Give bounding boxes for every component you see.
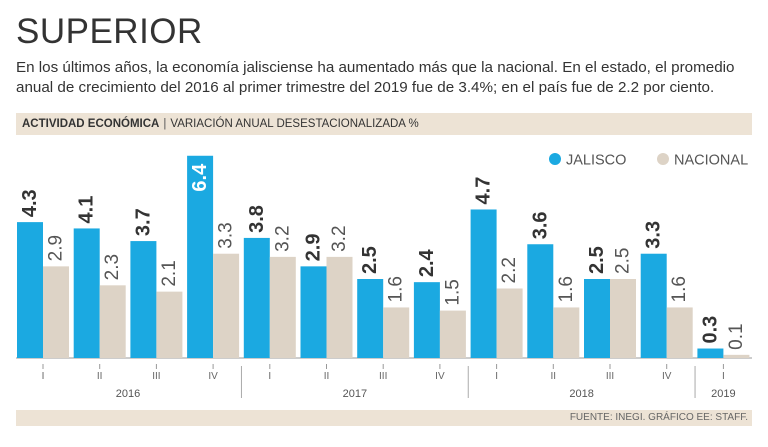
- bar-nacional: [496, 288, 523, 358]
- data-label-nacional: 3.2: [272, 225, 293, 251]
- legend-jalisco-label: JALISCO: [566, 153, 626, 169]
- year-label: 2018: [569, 388, 593, 400]
- bar-nacional: [43, 266, 69, 358]
- data-label-nacional: 2.5: [613, 248, 634, 274]
- chart-header-separator: |: [163, 118, 167, 130]
- page-subtitle: En los últimos años, la economía jalisci…: [16, 59, 735, 96]
- data-label-nacional: 1.6: [556, 276, 577, 302]
- x-tick-label: I: [722, 371, 725, 382]
- x-tick-label: II: [97, 371, 103, 382]
- bar-jalisco: [130, 241, 157, 358]
- x-tick-label: I: [495, 371, 498, 382]
- bar-nacional: [439, 310, 466, 358]
- data-label-nacional: 2.3: [102, 254, 123, 280]
- bar-jalisco: [243, 237, 270, 358]
- bar-nacional: [553, 307, 580, 358]
- chart-header-title: ACTIVIDAD ECONÓMICA: [22, 118, 160, 130]
- data-label-nacional: 2.1: [159, 260, 180, 286]
- x-tick-label: IV: [435, 371, 445, 382]
- source-note: FUENTE: INEGI. GRÁFICO EE: STAFF.: [569, 412, 748, 423]
- bar-nacional: [269, 256, 296, 358]
- data-label-jalisco: 2.4: [416, 248, 438, 277]
- year-label: 2019: [711, 388, 735, 400]
- x-tick-label: II: [551, 371, 557, 382]
- data-label-jalisco: 3.6: [529, 211, 551, 239]
- page-title: SUPERIOR: [16, 12, 203, 51]
- data-label-jalisco: 4.7: [473, 177, 495, 205]
- data-label-jalisco: 0.3: [699, 316, 721, 344]
- chart-header-unit: VARIACIÓN ANUAL DESESTACIONALIZADA %: [170, 118, 419, 130]
- bar-nacional: [326, 256, 353, 358]
- bar-nacional: [610, 279, 636, 358]
- bar-jalisco: [300, 266, 327, 358]
- data-label-jalisco: 6.4: [189, 163, 211, 192]
- year-label: 2016: [116, 388, 140, 400]
- data-label-nacional: 2.2: [499, 257, 520, 283]
- footer-band: FUENTE: INEGI. GRÁFICO EE: STAFF.: [16, 410, 752, 426]
- x-tick-label: IV: [662, 371, 672, 382]
- data-label-jalisco: 3.7: [132, 208, 154, 236]
- data-label-jalisco: 4.1: [76, 196, 98, 224]
- data-label-nacional: 3.2: [329, 225, 350, 251]
- legend-jalisco-marker: [549, 153, 561, 165]
- bar-nacional: [213, 253, 240, 358]
- data-label-jalisco: 2.9: [303, 234, 325, 262]
- bar-jalisco: [697, 348, 724, 358]
- x-tick-label: III: [606, 371, 614, 382]
- bar-nacional: [666, 307, 693, 358]
- bar-nacional: [383, 307, 410, 358]
- data-label-nacional: 0.1: [726, 323, 747, 349]
- legend-nacional-label: NACIONAL: [674, 153, 748, 169]
- x-tick-label: IV: [208, 371, 218, 382]
- x-tick-label: II: [324, 371, 330, 382]
- data-label-nacional: 2.9: [46, 235, 67, 261]
- x-tick-label: III: [379, 371, 387, 382]
- bar-jalisco: [527, 244, 554, 358]
- year-label: 2017: [343, 388, 367, 400]
- legend-nacional-marker: [657, 153, 669, 165]
- bar-jalisco: [470, 209, 497, 358]
- bar-jalisco: [413, 282, 440, 358]
- data-label-nacional: 1.5: [442, 279, 463, 305]
- bar-nacional: [99, 285, 126, 358]
- data-label-nacional: 1.6: [386, 276, 407, 302]
- bar-jalisco: [73, 228, 100, 358]
- bar-jalisco: [187, 155, 214, 358]
- bar-jalisco: [17, 222, 43, 358]
- x-tick-label: I: [268, 371, 271, 382]
- chart-header-band: ACTIVIDAD ECONÓMICA | VARIACIÓN ANUAL DESE…: [16, 113, 752, 135]
- bar-jalisco: [584, 279, 610, 358]
- bar-nacional: [723, 354, 750, 358]
- chart-header-label: ACTIVIDAD ECONÓMICA | VARIACIÓN ANUAL DESE…: [22, 113, 419, 135]
- data-label-jalisco: 4.3: [19, 189, 41, 217]
- x-tick-label: I: [42, 371, 45, 382]
- data-label-jalisco: 3.8: [246, 205, 268, 233]
- data-label-jalisco: 2.5: [359, 246, 381, 274]
- bar-jalisco: [640, 253, 667, 358]
- bar-jalisco: [357, 279, 384, 358]
- data-label-nacional: 3.3: [216, 222, 237, 248]
- data-label-jalisco: 3.3: [643, 221, 665, 249]
- x-tick-label: III: [152, 371, 160, 382]
- data-label-nacional: 1.6: [669, 276, 690, 302]
- bar-nacional: [156, 291, 183, 358]
- data-label-jalisco: 2.5: [586, 246, 608, 274]
